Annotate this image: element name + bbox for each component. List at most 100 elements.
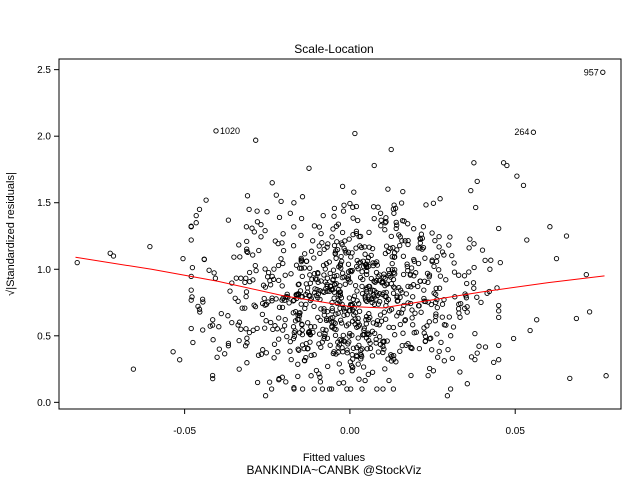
data-point bbox=[456, 310, 462, 316]
data-point bbox=[321, 312, 327, 318]
y-tick-label: 1.5 bbox=[37, 198, 51, 209]
data-point bbox=[401, 302, 407, 309]
data-point bbox=[331, 295, 337, 301]
data-point bbox=[193, 220, 199, 226]
data-point bbox=[319, 339, 325, 345]
data-point bbox=[370, 262, 376, 269]
data-point bbox=[348, 268, 355, 275]
data-point bbox=[326, 259, 332, 265]
data-point bbox=[429, 230, 435, 236]
data-point bbox=[262, 227, 268, 234]
data-point bbox=[304, 346, 311, 352]
data-point bbox=[338, 320, 345, 326]
data-point bbox=[288, 356, 294, 363]
data-point bbox=[527, 327, 533, 334]
data-point bbox=[372, 279, 378, 285]
data-point bbox=[429, 347, 435, 353]
data-point bbox=[307, 265, 313, 271]
data-point bbox=[360, 332, 366, 338]
data-point bbox=[244, 248, 250, 255]
data-point bbox=[308, 324, 314, 330]
data-point bbox=[353, 230, 360, 237]
data-point bbox=[462, 305, 468, 312]
data-point bbox=[293, 262, 300, 268]
data-point bbox=[392, 332, 398, 338]
data-point bbox=[282, 272, 288, 278]
data-point bbox=[495, 374, 502, 380]
data-point bbox=[258, 234, 264, 240]
data-point bbox=[291, 224, 297, 230]
data-point bbox=[373, 321, 380, 327]
data-point bbox=[346, 333, 352, 339]
data-point bbox=[416, 345, 423, 352]
data-point bbox=[346, 236, 352, 242]
data-point bbox=[345, 249, 352, 255]
data-point bbox=[432, 318, 438, 324]
data-point bbox=[479, 247, 486, 253]
data-point bbox=[298, 258, 304, 265]
data-point bbox=[410, 282, 417, 288]
data-point bbox=[339, 369, 345, 375]
data-point bbox=[330, 314, 336, 321]
data-point bbox=[466, 269, 472, 275]
data-point bbox=[296, 291, 302, 297]
data-point bbox=[388, 233, 394, 240]
data-point bbox=[392, 267, 398, 273]
data-point bbox=[276, 377, 282, 383]
data-point bbox=[286, 300, 292, 306]
data-point bbox=[252, 262, 258, 269]
data-point bbox=[447, 234, 453, 240]
data-point bbox=[360, 364, 367, 370]
data-point bbox=[390, 245, 396, 251]
data-point bbox=[264, 274, 271, 280]
data-point bbox=[364, 346, 370, 352]
data-point bbox=[488, 257, 494, 263]
data-point bbox=[510, 335, 517, 342]
data-point bbox=[600, 69, 606, 75]
data-point bbox=[107, 250, 113, 256]
data-point bbox=[355, 217, 361, 224]
data-point bbox=[437, 273, 444, 279]
data-point bbox=[447, 386, 454, 392]
data-point bbox=[354, 288, 360, 294]
data-point bbox=[212, 275, 219, 281]
data-point bbox=[282, 316, 288, 323]
data-point bbox=[421, 295, 427, 302]
data-point bbox=[400, 330, 406, 336]
data-point bbox=[383, 219, 389, 225]
data-point bbox=[436, 348, 442, 355]
data-point bbox=[254, 208, 260, 214]
data-point bbox=[355, 266, 361, 272]
data-point bbox=[352, 282, 359, 289]
data-point bbox=[443, 277, 449, 283]
data-point bbox=[441, 322, 448, 328]
data-point bbox=[324, 335, 331, 341]
data-point bbox=[393, 219, 399, 226]
data-point bbox=[567, 375, 573, 382]
data-point bbox=[199, 296, 206, 302]
data-point bbox=[377, 298, 383, 305]
data-point bbox=[278, 198, 284, 205]
x-axis-label: Fitted values bbox=[303, 452, 366, 464]
data-point bbox=[439, 301, 446, 307]
data-point bbox=[356, 301, 362, 307]
data-point bbox=[326, 386, 333, 392]
data-point bbox=[430, 200, 437, 206]
data-point bbox=[327, 342, 333, 348]
data-point bbox=[399, 217, 406, 224]
data-point bbox=[455, 306, 462, 312]
data-point bbox=[265, 299, 271, 305]
data-point bbox=[362, 377, 368, 384]
data-point bbox=[400, 253, 407, 259]
data-point bbox=[213, 128, 219, 134]
data-point bbox=[383, 215, 389, 221]
data-point bbox=[496, 342, 502, 349]
data-point bbox=[382, 366, 388, 372]
data-point bbox=[249, 225, 255, 231]
data-point bbox=[461, 273, 468, 279]
data-point bbox=[367, 345, 374, 352]
data-point bbox=[374, 259, 380, 265]
data-point bbox=[196, 306, 203, 312]
data-point bbox=[331, 326, 337, 332]
data-point bbox=[269, 295, 275, 301]
